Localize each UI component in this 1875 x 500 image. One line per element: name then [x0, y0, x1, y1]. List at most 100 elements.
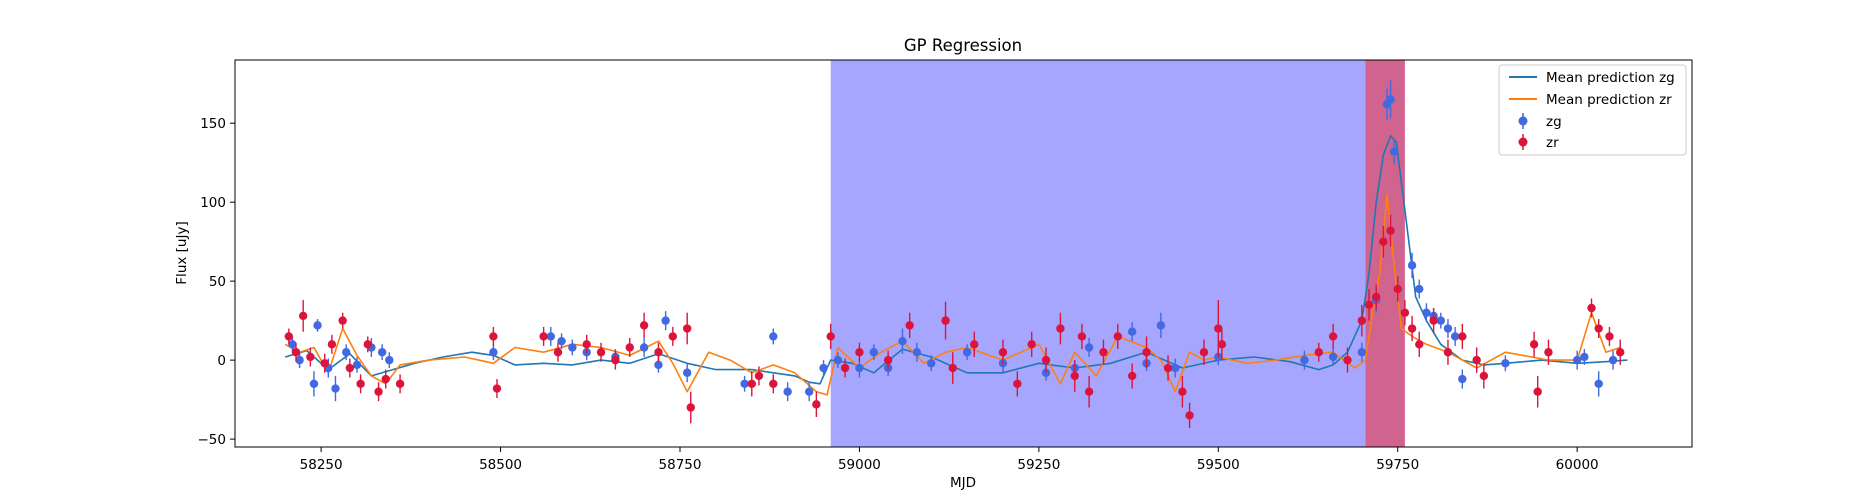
data-point-2-59: [1572, 355, 1582, 365]
data-point-3-41: [1041, 355, 1051, 365]
data-point-2-6: [342, 348, 351, 357]
data-point-3-7: [345, 363, 355, 373]
data-point-3-4: [320, 359, 329, 368]
y-tick-label-2: 50: [209, 274, 226, 290]
data-point-3-49: [1142, 348, 1151, 357]
legend: Mean prediction zg Mean prediction zr zg…: [1498, 64, 1687, 156]
data-point-3-31: [840, 363, 850, 373]
data-point-2-19: [661, 316, 670, 325]
data-point-3-66: [1407, 324, 1417, 333]
shaded-region-1: [1365, 60, 1405, 447]
data-point-3-25: [686, 403, 695, 412]
data-point-3-8: [356, 379, 365, 389]
data-point-3-58: [1343, 355, 1352, 365]
data-point-3-13: [489, 332, 498, 341]
data-point-3-61: [1371, 292, 1381, 302]
data-point-3-22: [654, 348, 663, 357]
data-point-2-57: [1458, 374, 1467, 384]
data-point-2-10: [385, 355, 394, 365]
data-point-3-5: [327, 340, 337, 349]
data-point-2-54: [1436, 316, 1445, 325]
data-point-2-27: [855, 363, 864, 373]
data-point-2-45: [1357, 348, 1367, 357]
data-point-3-70: [1458, 332, 1467, 341]
legend-marker-zg: [1518, 116, 1528, 126]
data-point-3-73: [1529, 340, 1539, 349]
data-point-2-14: [568, 343, 577, 352]
data-point-3-10: [374, 387, 383, 396]
data-point-3-75: [1544, 348, 1553, 357]
data-point-3-15: [539, 332, 548, 341]
data-point-3-47: [1113, 332, 1123, 341]
legend-label-zr-prediction: Mean prediction zr: [1546, 92, 1672, 108]
data-point-3-32: [855, 348, 864, 357]
data-point-3-20: [625, 343, 634, 352]
data-point-2-12: [546, 332, 556, 341]
data-point-2-62: [1608, 355, 1618, 365]
data-point-2-43: [1300, 355, 1309, 365]
data-point-2-40: [1156, 321, 1166, 330]
data-point-3-57: [1328, 332, 1338, 341]
shaded-region-0: [830, 60, 1366, 447]
legend-label-zg-prediction: Mean prediction zg: [1546, 70, 1675, 86]
data-point-2-51: [1415, 284, 1424, 294]
legend-box: [1498, 64, 1687, 156]
data-point-3-11: [381, 374, 390, 384]
data-point-2-11: [489, 348, 498, 357]
data-point-2-61: [1594, 379, 1603, 389]
data-point-3-18: [596, 348, 606, 357]
data-point-2-30: [898, 336, 907, 346]
data-point-3-74: [1533, 387, 1542, 396]
legend-marker-zr: [1518, 137, 1528, 147]
x-tick-label-5: 59500: [1197, 457, 1240, 473]
data-point-2-32: [927, 359, 936, 368]
data-point-3-23: [668, 332, 678, 341]
data-point-3-52: [1185, 411, 1194, 420]
data-point-3-9: [363, 340, 372, 349]
data-point-3-67: [1415, 340, 1424, 349]
data-point-2-7: [352, 360, 362, 370]
data-point-3-48: [1127, 371, 1137, 381]
data-point-3-21: [639, 321, 649, 330]
y-tick-label-3: 100: [200, 195, 226, 211]
data-point-3-45: [1084, 387, 1094, 396]
data-point-3-77: [1594, 324, 1603, 333]
data-point-2-1: [295, 355, 304, 365]
data-point-2-23: [783, 387, 792, 396]
data-point-2-33: [962, 348, 972, 357]
data-point-3-43: [1070, 371, 1079, 381]
data-point-3-60: [1364, 300, 1374, 310]
data-point-3-0: [284, 332, 294, 341]
data-point-3-68: [1429, 316, 1438, 325]
data-point-3-59: [1357, 316, 1367, 325]
data-point-2-56: [1450, 332, 1460, 341]
series-layer: [284, 80, 1628, 429]
data-point-3-65: [1400, 308, 1410, 317]
data-point-3-14: [492, 384, 502, 393]
plot-area-frame: [234, 59, 1693, 448]
data-point-3-19: [611, 355, 620, 365]
data-point-2-41: [1171, 363, 1180, 373]
data-point-2-55: [1443, 324, 1453, 333]
data-point-3-51: [1178, 387, 1187, 396]
data-point-2-49: [1389, 147, 1399, 156]
data-point-3-64: [1393, 284, 1402, 294]
data-point-3-40: [1027, 340, 1036, 349]
data-point-3-24: [682, 324, 692, 333]
data-point-3-44: [1077, 332, 1087, 341]
data-point-2-13: [557, 336, 566, 346]
x-tick-label-7: 60000: [1556, 457, 1599, 473]
legend-label-zr: zr: [1546, 135, 1559, 151]
data-point-3-62: [1379, 237, 1388, 246]
x-axis-label: MJD: [950, 475, 976, 491]
data-point-2-58: [1501, 359, 1510, 368]
data-point-3-29: [812, 400, 821, 409]
data-point-3-37: [970, 340, 979, 349]
data-point-2-25: [819, 363, 828, 373]
data-point-2-28: [869, 348, 878, 357]
y-axis-label: Flux [uJy]: [174, 221, 190, 284]
data-point-3-28: [769, 379, 778, 389]
data-point-2-38: [1127, 327, 1137, 336]
x-tick-label-4: 59250: [1017, 457, 1060, 473]
data-point-2-18: [654, 360, 663, 370]
